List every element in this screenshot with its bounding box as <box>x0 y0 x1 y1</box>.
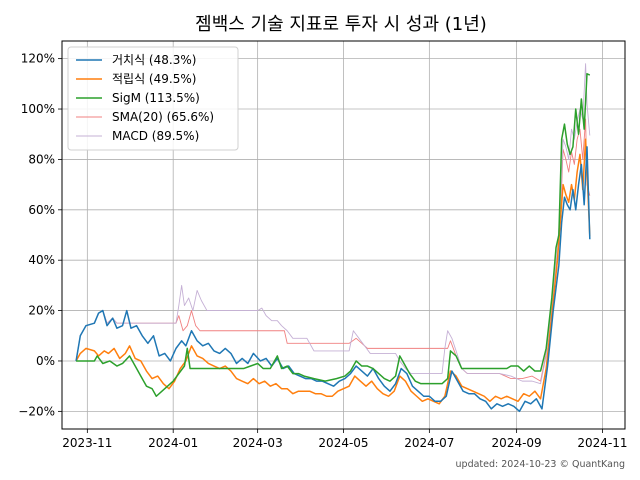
y-tick-label: −20% <box>18 404 55 418</box>
y-tick-label: 40% <box>28 253 55 267</box>
legend-label: SigM (113.5%) <box>112 91 200 105</box>
x-tick-label: 2024-05 <box>318 436 368 450</box>
legend-label: 적립식 (49.5%) <box>112 72 196 86</box>
x-axis: 2023-11 2024-01 2024-03 2024-05 2024-07 2024-… <box>62 429 628 450</box>
x-tick-label: 2024-03 <box>233 436 283 450</box>
y-tick-label: 60% <box>28 203 55 217</box>
x-tick-label: 2024-07 <box>404 436 454 450</box>
y-axis: −20% 0% 20% 40% 60% 80% 100% 120% <box>18 52 62 418</box>
plot-lines <box>75 63 591 413</box>
y-tick-label: 80% <box>28 152 55 166</box>
y-tick-label: 120% <box>21 52 55 66</box>
footer-credit: updated: 2024-10-23 © QuantKang <box>456 459 625 470</box>
legend: 거치식 (48.3%) 적립식 (49.5%) SigM (113.5%) SMA(2… <box>67 46 239 151</box>
y-tick-label: 100% <box>21 102 55 116</box>
grid <box>62 41 625 429</box>
series-line--1 <box>75 138 591 405</box>
series-line-sma-20-3 <box>75 118 591 382</box>
x-tick-label: 2024-09 <box>492 436 542 450</box>
y-tick-label: 20% <box>28 304 55 318</box>
series-line--0 <box>75 146 591 413</box>
legend-box <box>67 46 239 151</box>
x-tick-label: 2024-01 <box>148 436 198 450</box>
legend-label: SMA(20) (65.6%) <box>112 110 214 124</box>
legend-label: MACD (89.5%) <box>112 129 199 143</box>
x-tick-label: 2024-11 <box>577 436 627 450</box>
chart-title: 젬백스 기술 지표로 투자 시 성과 (1년) <box>195 14 487 35</box>
legend-label: 거치식 (48.3%) <box>112 53 196 67</box>
series-line-sigm-2 <box>76 73 591 397</box>
x-tick-label: 2023-11 <box>62 436 112 450</box>
y-tick-label: 0% <box>36 354 55 368</box>
